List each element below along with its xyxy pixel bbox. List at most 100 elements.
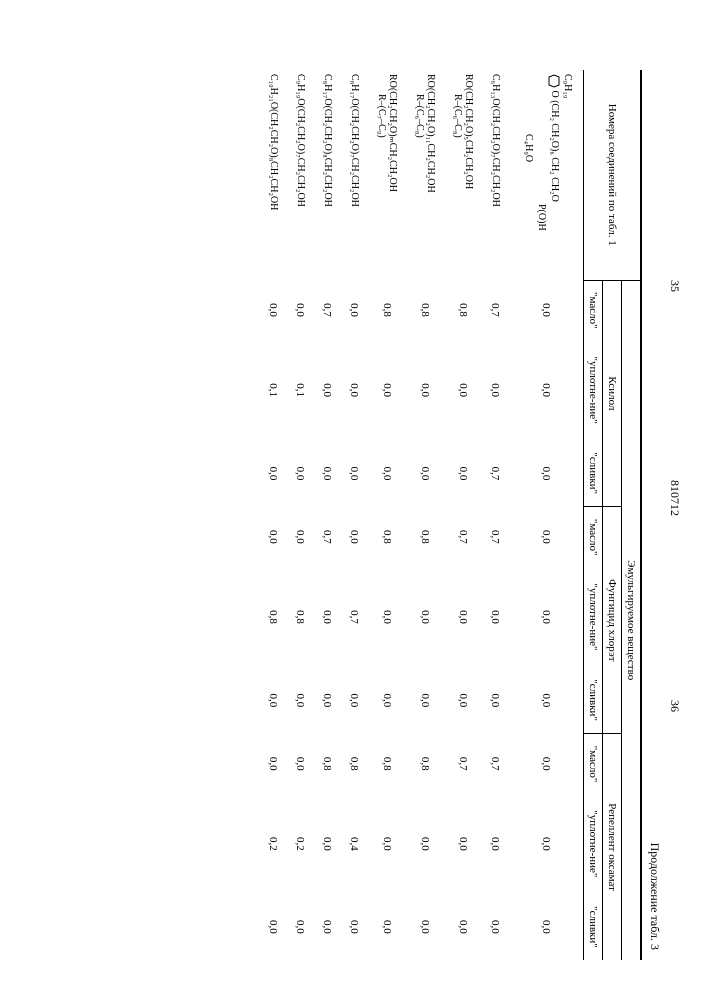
- cell: 0,7: [482, 440, 509, 507]
- cell: 0,0: [287, 734, 314, 794]
- table-row: RO(CH₂CH₂O)₁₁CH₂CH₂OH R–(C₆–C₈)0,80,00,0…: [406, 70, 444, 960]
- cell: 0,0: [482, 340, 509, 440]
- cell: 0,0: [482, 667, 509, 734]
- cell: 0,0: [509, 507, 584, 567]
- table-header: Номера соединений по табл. 1 Эмульгируем…: [584, 70, 642, 960]
- cell: 0,7: [444, 507, 482, 567]
- compound-label: C₈H₁₇O(CH₂CH₂O)₇CH₂CH₂OH: [341, 70, 368, 280]
- cell: 0,1: [260, 340, 287, 440]
- cell: 0,0: [406, 340, 444, 440]
- table-body: C₉H₁₉ O (CH₂ CH₂O)₆ CH₂ CH₂O P(O)H: [260, 70, 584, 960]
- group-fungicide: Фунгицид хлорэт: [603, 507, 622, 734]
- compound-label: RO(CH₂CH₂O)₅CH₂CH₂OH R–(C₆–C₈): [444, 70, 482, 280]
- cell: 0,0: [287, 894, 314, 960]
- cell: 0,0: [368, 894, 406, 960]
- frag-mid: O (CH₂ CH₂O)₆ CH₂ CH₂O: [549, 91, 560, 202]
- cell: 0,7: [482, 507, 509, 567]
- cell: 0,0: [444, 667, 482, 734]
- benzene-ring-icon: [548, 74, 560, 88]
- cell: 0,0: [444, 567, 482, 667]
- compound-structure: C₉H₁₉ O (CH₂ CH₂O)₆ CH₂ CH₂O P(O)H: [509, 70, 584, 280]
- cell: 0,8: [341, 734, 368, 794]
- cell: 0,0: [482, 894, 509, 960]
- sub-cream-3: "сливки": [584, 894, 603, 960]
- cell: 0,0: [341, 894, 368, 960]
- cell: 0,0: [406, 440, 444, 507]
- table-row-first: C₉H₁₉ O (CH₂ CH₂O)₆ CH₂ CH₂O P(O)H: [509, 70, 584, 960]
- sub-seal-3: "уплотне-ние": [584, 794, 603, 894]
- cell: 0,0: [287, 440, 314, 507]
- compound-label: C₉H₁₉O(CH₂CH₂O)₇CH₂CH₂OH: [287, 70, 314, 280]
- table-row: C₈H₁₇O(CH₂CH₂O)₈CH₂CH₂OH0,70,00,00,70,00…: [314, 70, 341, 960]
- frag-down: P(O)H: [536, 74, 547, 231]
- table-row: RO(CH₂CH₂O)ₘCH₂CH₂OH R–(C₇–C₉)0,80,00,00…: [368, 70, 406, 960]
- cell: 0,0: [368, 567, 406, 667]
- cell: 0,0: [406, 794, 444, 894]
- sub-cream-2: "сливки": [584, 667, 603, 734]
- cell: 0,8: [287, 567, 314, 667]
- cell: 0,0: [341, 667, 368, 734]
- cell: 0,0: [406, 894, 444, 960]
- cell: 0,8: [444, 280, 482, 340]
- sub-seal-2: "уплотне-ние": [584, 567, 603, 667]
- table-row: C₁₀H₂₁O(CH₂CH₂O)₈CH₂CH₂OH0,00,10,00,00,8…: [260, 70, 287, 960]
- cell: 0,0: [314, 340, 341, 440]
- cell: 0,0: [368, 440, 406, 507]
- cell: 0,0: [341, 507, 368, 567]
- page-number-left: 35: [667, 280, 682, 292]
- cell: 0,0: [509, 440, 584, 507]
- cell: 0,4: [341, 794, 368, 894]
- cell: 0,0: [406, 567, 444, 667]
- cell: 0,0: [314, 894, 341, 960]
- cell: 0,0: [368, 794, 406, 894]
- group-xylol: Ксилол: [603, 280, 622, 507]
- cell: 0,0: [314, 440, 341, 507]
- supergroup-header: Эмульгируемое вещество: [622, 280, 642, 960]
- cell: 0,0: [406, 667, 444, 734]
- frag-bottom: C₄H₉O: [523, 74, 534, 162]
- cell: 0,0: [509, 567, 584, 667]
- cell: 0,1: [287, 340, 314, 440]
- cell: 0,0: [341, 440, 368, 507]
- cell: 0,0: [509, 340, 584, 440]
- table-row: C₈H₁₇O(CH₂CH₂O)₇CH₂CH₂OH0,00,00,00,00,70…: [341, 70, 368, 960]
- sub-seal-1: "уплотне-ние": [584, 340, 603, 440]
- cell: 0,7: [482, 280, 509, 340]
- sub-oil-2: "масло": [584, 507, 603, 567]
- cell: 0,0: [509, 894, 584, 960]
- cell: 0,0: [444, 440, 482, 507]
- compound-label: C₆H₁₃O(CH₂CH₂O)₇CH₂CH₂OH: [482, 70, 509, 280]
- cell: 0,0: [260, 894, 287, 960]
- page-number-right: 36: [667, 700, 682, 712]
- cell: 0,7: [341, 567, 368, 667]
- cell: 0,0: [314, 567, 341, 667]
- compound-label: C₈H₁₇O(CH₂CH₂O)₈CH₂CH₂OH: [314, 70, 341, 280]
- document-number: 810712: [667, 480, 682, 516]
- cell: 0,0: [287, 280, 314, 340]
- cell: 0,0: [368, 340, 406, 440]
- cell: 0,2: [260, 794, 287, 894]
- cell: 0,0: [287, 667, 314, 734]
- cell: 0,8: [368, 734, 406, 794]
- cell: 0,0: [260, 507, 287, 567]
- cell: 0,0: [444, 794, 482, 894]
- cell: 0,0: [509, 794, 584, 894]
- cell: 0,7: [314, 280, 341, 340]
- cell: 0,0: [260, 734, 287, 794]
- cell: 0,2: [287, 794, 314, 894]
- cell: 0,8: [406, 507, 444, 567]
- cell: 0,0: [482, 567, 509, 667]
- cell: 0,0: [341, 280, 368, 340]
- cell: 0,0: [287, 507, 314, 567]
- table-row: RO(CH₂CH₂O)₅CH₂CH₂OH R–(C₆–C₈)0,80,00,00…: [444, 70, 482, 960]
- cell: 0,7: [482, 734, 509, 794]
- page-content: 35 810712 36 Продолжение табл. 3 Номера …: [0, 0, 707, 1000]
- cell: 0,0: [314, 667, 341, 734]
- cell: 0,0: [509, 280, 584, 340]
- table-row: C₉H₁₉O(CH₂CH₂O)₇CH₂CH₂OH0,00,10,00,00,80…: [287, 70, 314, 960]
- data-table: Номера соединений по табл. 1 Эмульгируем…: [260, 70, 642, 960]
- compound-label: RO(CH₂CH₂O)ₘCH₂CH₂OH R–(C₇–C₉): [368, 70, 406, 280]
- cell: 0,8: [406, 280, 444, 340]
- cell: 0,0: [314, 794, 341, 894]
- sub-oil-1: "масло": [584, 280, 603, 340]
